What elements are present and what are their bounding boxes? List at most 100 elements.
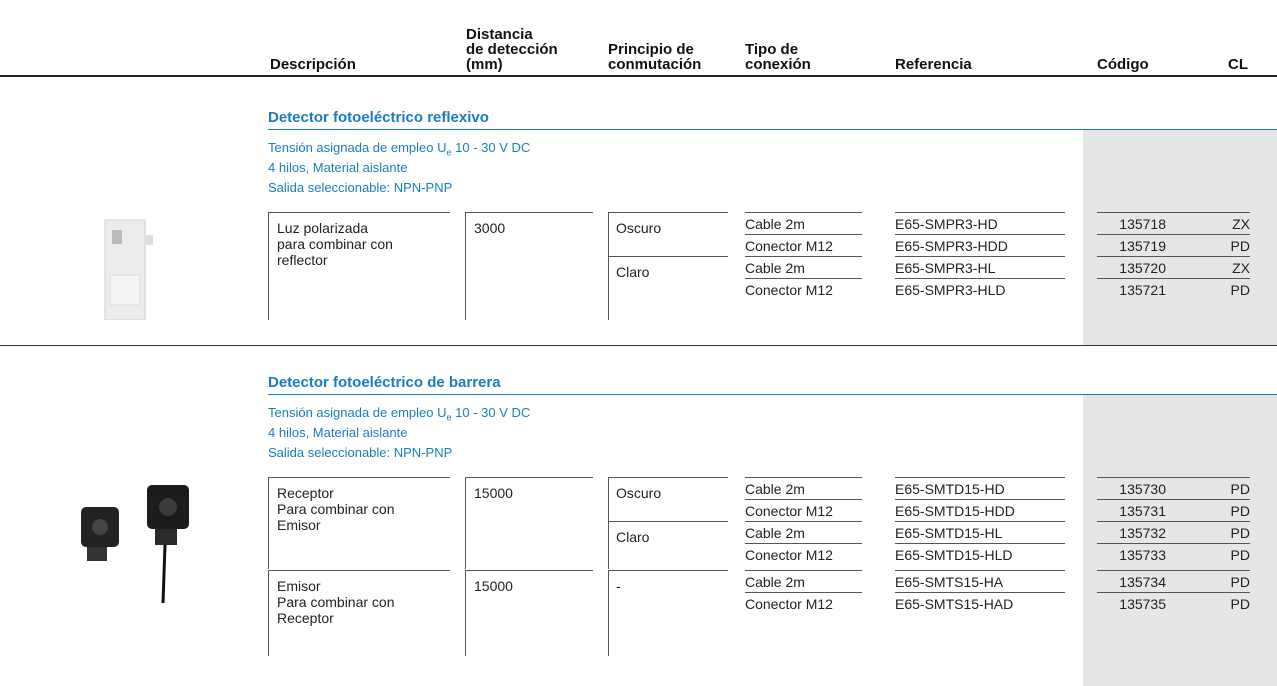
cell-rule — [895, 234, 1065, 235]
cell-rule — [1097, 543, 1250, 544]
code: 135721 — [1119, 282, 1166, 298]
subscript: e — [446, 412, 452, 423]
cell-rule — [608, 521, 728, 522]
cl: PD — [1230, 503, 1250, 519]
description: Emisor — [277, 517, 321, 533]
product-image — [81, 485, 189, 604]
distance: 15000 — [474, 578, 513, 594]
connection-type: Cable 2m — [745, 216, 805, 232]
cell-rule — [268, 477, 269, 569]
section-separator — [0, 345, 1277, 346]
header-rule — [0, 75, 1277, 77]
cell-rule — [608, 256, 609, 320]
description: Para combinar con — [277, 501, 395, 517]
principle: Oscuro — [616, 485, 662, 501]
cell-rule — [1097, 256, 1250, 257]
reference: E65-SMPR3-HL — [895, 260, 996, 276]
description: Receptor — [277, 485, 334, 501]
cell-rule — [608, 570, 609, 656]
column-header: conmutación — [608, 56, 702, 73]
cell-rule — [608, 477, 609, 521]
code: 135734 — [1119, 574, 1166, 590]
cell-rule — [1097, 499, 1250, 500]
connection-type: Cable 2m — [745, 574, 805, 590]
cell-rule — [745, 592, 862, 593]
connection-type: Conector M12 — [745, 282, 833, 298]
cell-rule — [1097, 212, 1250, 213]
description: reflector — [277, 252, 328, 268]
cell-rule — [1097, 521, 1250, 522]
cell-rule — [745, 477, 862, 478]
cl: PD — [1230, 547, 1250, 563]
principle: - — [616, 578, 621, 594]
code: 135719 — [1119, 238, 1166, 254]
cell-rule — [608, 521, 609, 569]
cell-rule — [1097, 592, 1250, 593]
cell-rule — [895, 570, 1065, 571]
product-image — [104, 219, 153, 320]
code: 135731 — [1119, 503, 1166, 519]
cl: PD — [1230, 238, 1250, 254]
cl: ZX — [1232, 260, 1250, 276]
cell-rule — [465, 212, 593, 213]
column-header: Descripción — [270, 56, 356, 73]
description: para combinar con — [277, 236, 393, 252]
column-header: Código — [1097, 56, 1149, 73]
principle: Oscuro — [616, 220, 662, 236]
section-title: Detector fotoeléctrico de barrera — [268, 374, 501, 391]
cl: PD — [1230, 596, 1250, 612]
note-text: Tensión asignada de empleo U — [268, 140, 447, 155]
description: Para combinar con — [277, 594, 395, 610]
reference: E65-SMTD15-HL — [895, 525, 1003, 541]
cell-rule — [608, 477, 728, 478]
connection-type: Cable 2m — [745, 481, 805, 497]
cell-rule — [745, 521, 862, 522]
connection-type: Conector M12 — [745, 503, 833, 519]
cell-rule — [895, 477, 1065, 478]
note-text: Salida seleccionable: NPN-PNP — [268, 180, 453, 195]
connection-type: Conector M12 — [745, 547, 833, 563]
reference: E65-SMTD15-HD — [895, 481, 1005, 497]
code: 135720 — [1119, 260, 1166, 276]
cell-rule — [465, 570, 593, 571]
connection-type: Conector M12 — [745, 596, 833, 612]
cell-rule — [608, 212, 728, 213]
code: 135730 — [1119, 481, 1166, 497]
note-text: Tensión asignada de empleo U — [268, 405, 447, 420]
cell-rule — [895, 592, 1065, 593]
cell-rule — [895, 521, 1065, 522]
reference: E65-SMPR3-HLD — [895, 282, 1006, 298]
cell-rule — [268, 570, 269, 656]
cell-rule — [745, 278, 862, 279]
section-title: Detector fotoeléctrico reflexivo — [268, 109, 489, 126]
cell-rule — [465, 570, 466, 656]
connection-type: Cable 2m — [745, 260, 805, 276]
column-header: (mm) — [466, 56, 503, 73]
cell-rule — [745, 212, 862, 213]
note: Tensión asignada de empleo Ue 10 - 30 V … — [268, 405, 530, 426]
cl: ZX — [1232, 216, 1250, 232]
reference: E65-SMPR3-HDD — [895, 238, 1008, 254]
cell-rule — [268, 212, 269, 320]
note: Salida seleccionable: NPN-PNP — [268, 445, 452, 461]
cell-rule — [745, 256, 862, 257]
column-header: CL — [1228, 56, 1248, 73]
connection-type: Conector M12 — [745, 238, 833, 254]
cl: PD — [1230, 282, 1250, 298]
cell-rule — [745, 499, 862, 500]
reference: E65-SMTS15-HA — [895, 574, 1004, 590]
section-rule — [268, 129, 1277, 130]
reference: E65-SMPR3-HD — [895, 216, 998, 232]
cell-rule — [465, 212, 466, 320]
note-text: 10 - 30 V DC — [451, 405, 531, 420]
cl: PD — [1230, 574, 1250, 590]
column-header: Principio de — [608, 41, 694, 58]
description: Emisor — [277, 578, 321, 594]
cell-rule — [608, 212, 609, 256]
cell-rule — [268, 570, 450, 571]
cl: PD — [1230, 481, 1250, 497]
cell-rule — [895, 278, 1065, 279]
note-text: 4 hilos, Material aislante — [268, 425, 408, 440]
cell-rule — [268, 212, 450, 213]
